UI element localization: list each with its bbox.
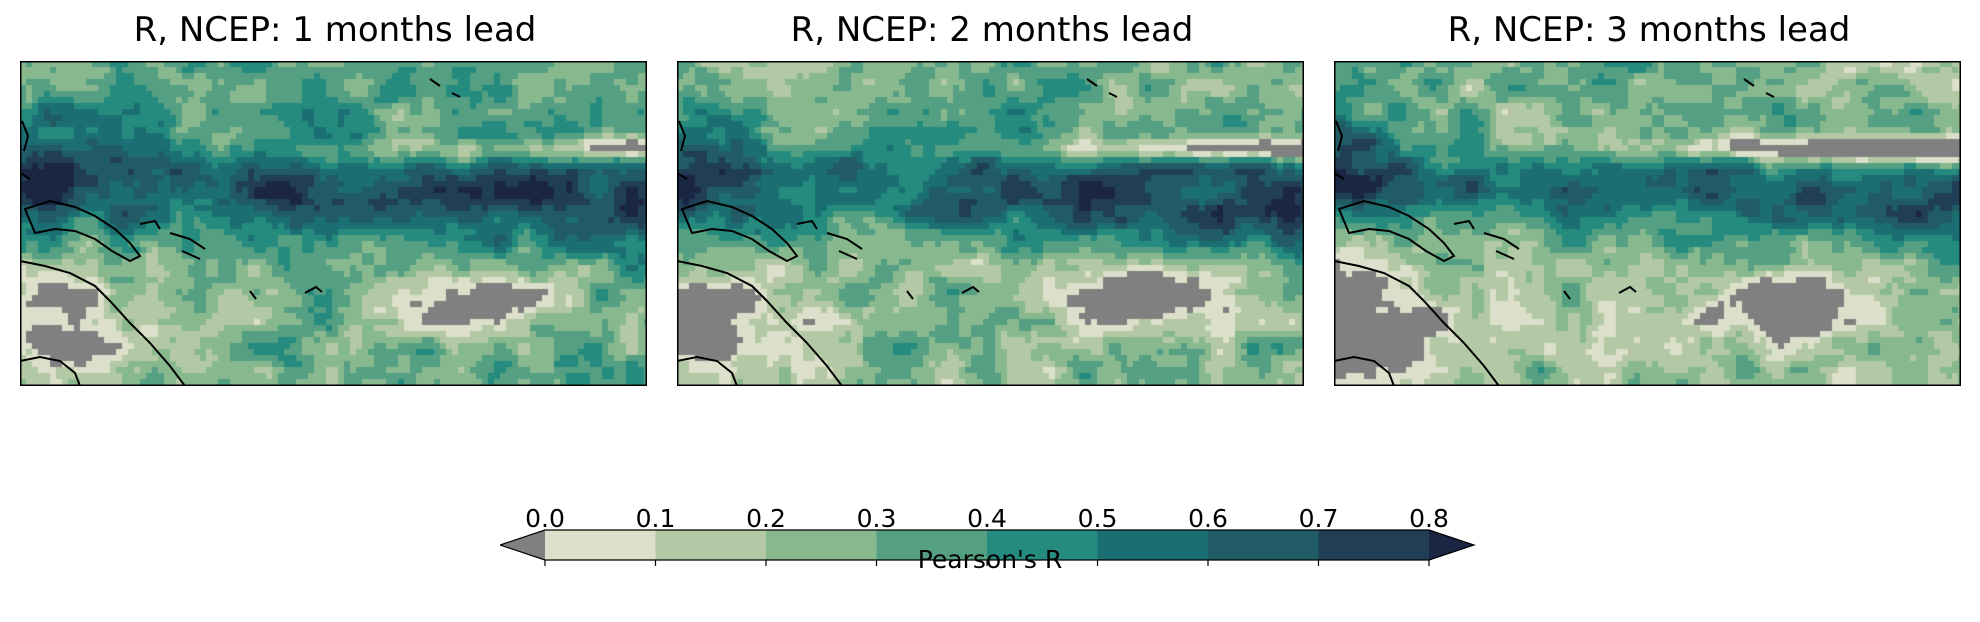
- colorbar: [500, 529, 1476, 566]
- panel-title-3: R, NCEP: 3 months lead: [1447, 10, 1851, 50]
- coastline-path: [1495, 250, 1515, 260]
- correlation-field: [20, 61, 647, 386]
- coastline-path: [796, 219, 818, 230]
- coastline-path: [1086, 78, 1098, 87]
- coastline-path: [906, 290, 914, 300]
- coastlines: [1334, 61, 1961, 386]
- coastline-path: [1335, 120, 1344, 152]
- coastline-path: [21, 120, 30, 152]
- coastline-path: [678, 120, 687, 152]
- colorbar-tick-label: 0.2: [746, 504, 786, 533]
- coastline-path: [1108, 92, 1118, 98]
- correlation-field: [1334, 61, 1961, 386]
- colorbar-segment: [1208, 530, 1319, 560]
- coastline-path: [23, 199, 142, 263]
- coastlines: [20, 61, 647, 386]
- coastline-path: [838, 250, 858, 260]
- colorbar-segment: [987, 530, 1098, 560]
- coastline-path: [961, 285, 980, 294]
- colorbar-under-arrow: [500, 530, 545, 560]
- colorbar-segment: [1097, 530, 1209, 560]
- coastline-path: [1563, 290, 1571, 300]
- coastline-path: [1334, 260, 1500, 386]
- map-panel-lead-2: [677, 61, 1304, 386]
- coastline-path: [1334, 355, 1395, 386]
- colorbar-tick-label: 0.8: [1409, 504, 1449, 533]
- map-panel-lead-1: [20, 61, 647, 386]
- coastline-path: [677, 355, 738, 386]
- colorbar-segment: [876, 530, 988, 560]
- panel-title-2: R, NCEP: 2 months lead: [790, 10, 1194, 50]
- coastline-path: [1765, 92, 1775, 98]
- coastline-path: [1483, 232, 1520, 250]
- coastline-path: [1337, 199, 1456, 263]
- coastline-path: [1334, 172, 1345, 180]
- coastline-path: [677, 172, 688, 180]
- coastline-path: [1743, 78, 1755, 87]
- coastline-path: [680, 199, 799, 263]
- map-panel-lead-3: [1334, 61, 1961, 386]
- coastline-path: [677, 260, 843, 386]
- coastline-path: [169, 232, 206, 250]
- colorbar-tick-label: 0.3: [856, 504, 897, 533]
- colorbar-tick-label: 0.6: [1188, 504, 1228, 533]
- colorbar-over-arrow: [1429, 530, 1474, 560]
- colorbar-tick-label: 0.1: [635, 504, 676, 533]
- colorbar-tick-label: 0.5: [1077, 504, 1118, 533]
- coastline-path: [304, 285, 323, 294]
- colorbar-tick-label: 0.0: [525, 504, 565, 533]
- map-frame: [677, 61, 1304, 386]
- colorbar-segment: [655, 530, 767, 560]
- coastlines: [677, 61, 1304, 386]
- coastline-path: [181, 250, 201, 260]
- map-frame: [1334, 61, 1961, 386]
- coastline-path: [249, 290, 257, 300]
- map-frame: [20, 61, 647, 386]
- coastline-path: [20, 172, 31, 180]
- coastline-path: [1453, 219, 1475, 230]
- coastline-path: [20, 260, 186, 386]
- colorbar-tick-label: 0.4: [967, 504, 1007, 533]
- colorbar-tick-label: 0.7: [1298, 504, 1339, 533]
- panel-title-1: R, NCEP: 1 months lead: [133, 10, 537, 50]
- colorbar-segment: [766, 530, 877, 560]
- coastline-path: [429, 78, 441, 87]
- coastline-path: [139, 219, 161, 230]
- colorbar-segment: [1318, 530, 1430, 560]
- colorbar-segment: [545, 530, 656, 560]
- coastline-path: [1618, 285, 1637, 294]
- coastline-path: [826, 232, 863, 250]
- coastline-path: [20, 355, 81, 386]
- correlation-field: [677, 61, 1304, 386]
- colorbar-label: Pearson's R: [917, 545, 1063, 574]
- coastline-path: [451, 92, 461, 98]
